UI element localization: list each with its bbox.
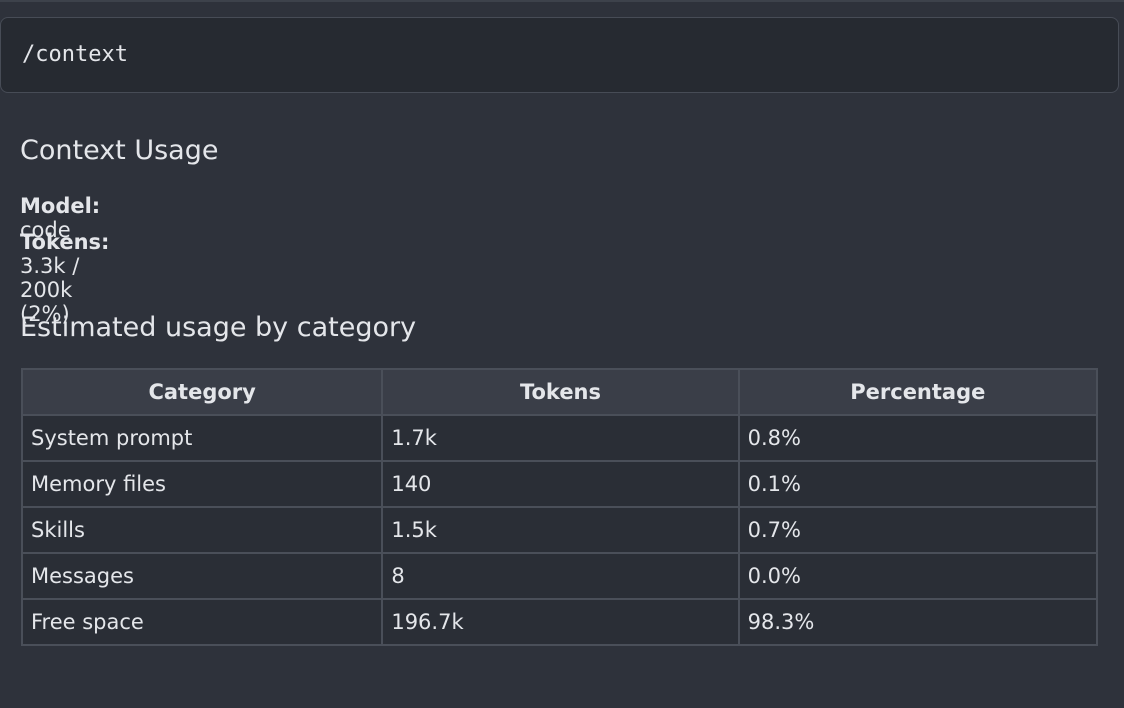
column-header: Percentage xyxy=(737,368,1099,416)
info-line: Model: code xyxy=(20,194,100,242)
table-cell: 1.7k xyxy=(381,414,740,462)
table-cell: Memory files xyxy=(20,460,384,508)
table-cell: 0.7% xyxy=(737,506,1099,554)
table-cell: 140 xyxy=(381,460,740,508)
table-row: System prompt 1.7k 0.8% xyxy=(20,414,1099,462)
info-label: Model: xyxy=(20,194,101,218)
usage-table: Category Tokens Percentage System prompt 1.7… xyxy=(20,368,1099,646)
table-cell: Skills xyxy=(20,506,384,554)
table-cell: System prompt xyxy=(20,414,384,462)
table-row: Memory files 140 0.1% xyxy=(20,460,1099,508)
command-input: /context xyxy=(0,17,1119,93)
info-line: Tokens: 3.3k / 200k (2%) xyxy=(20,230,109,326)
table-cell: 8 xyxy=(381,552,740,600)
table-cell: 1.5k xyxy=(381,506,740,554)
header-row: Category Tokens Percentage xyxy=(20,368,1099,416)
table-row: Skills 1.5k 0.7% xyxy=(20,506,1099,554)
info-value: code xyxy=(20,218,71,242)
table-cell: 0.8% xyxy=(737,414,1099,462)
table-title: Estimated usage by category xyxy=(20,312,417,343)
info-value: 3.3k / 200k (2%) xyxy=(20,254,80,326)
table-cell: 0.0% xyxy=(737,552,1099,600)
table-body: System prompt 1.7k 0.8% Memory files 140 0.1%… xyxy=(20,414,1099,646)
table-cell: Messages xyxy=(20,552,384,600)
column-header: Category xyxy=(20,368,384,416)
table-cell: 196.7k xyxy=(381,598,740,646)
table-cell: 98.3% xyxy=(737,598,1099,646)
table-row: Free space 196.7k 98.3% xyxy=(20,598,1099,646)
info-label: Tokens: xyxy=(20,230,110,254)
table-row: Messages 8 0.0% xyxy=(20,552,1099,600)
heading: Context Usage xyxy=(20,135,219,166)
table-cell: Free space xyxy=(20,598,384,646)
table-cell: 0.1% xyxy=(737,460,1099,508)
column-header: Tokens xyxy=(381,368,740,416)
